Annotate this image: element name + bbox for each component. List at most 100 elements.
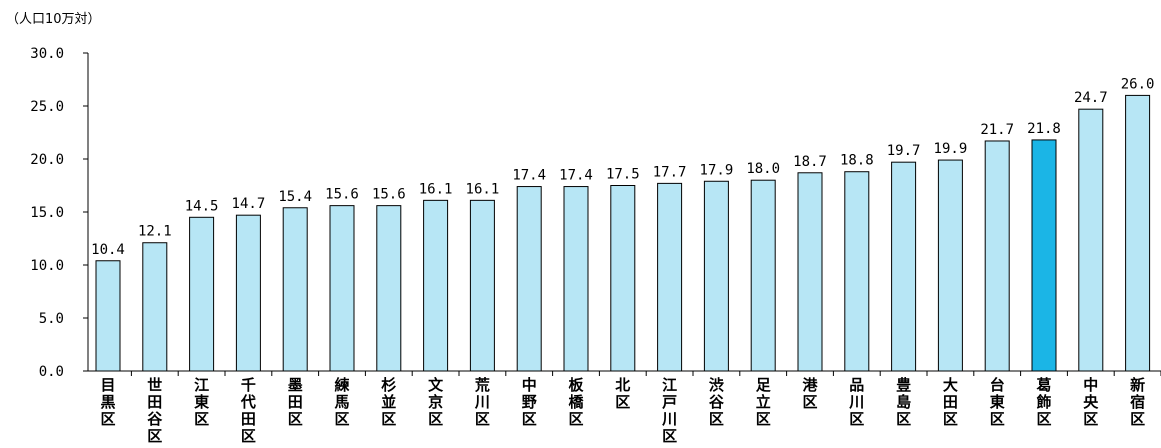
bar [376,205,402,372]
category-char: 港 [802,376,818,394]
category-char: 戸 [662,393,677,411]
data-label: 10.4 [91,242,125,258]
data-label: 21.8 [1027,121,1061,137]
category-char: 豊 [896,376,911,394]
category-label: 荒川区 [474,376,490,428]
category-char: 川 [848,393,864,411]
bar [235,214,261,372]
category-char: 新 [1130,376,1145,394]
category-char: 島 [896,393,911,411]
category-char: 東 [990,393,1005,411]
category-char: 墨 [288,376,303,394]
bar [1031,139,1057,372]
bar [329,205,355,372]
category-char: 野 [522,393,537,411]
category-char: 中 [1083,376,1098,394]
bar [142,242,168,372]
category-char: 代 [240,393,256,411]
data-label: 17.9 [700,162,734,178]
y-tick-label: 30.0 [30,46,64,62]
category-char: 馬 [334,393,349,411]
category-char: 渋 [709,376,724,394]
category-char: 葛 [1035,376,1051,394]
category-char: 区 [288,410,303,428]
category-char: 区 [428,410,443,428]
category-char: 区 [568,410,583,428]
category-char: 大 [943,376,958,394]
category-label: 港区 [802,376,818,411]
data-label: 19.7 [887,143,921,159]
category-char: 立 [756,393,771,411]
category-char: 区 [475,410,490,428]
data-label: 18.0 [746,161,780,177]
category-label: 品川区 [848,376,864,428]
category-label: 葛飾区 [1035,376,1051,428]
category-char: 区 [756,410,771,428]
category-char: 飾 [1036,393,1051,411]
data-label: 16.1 [419,181,453,197]
category-char: 川 [661,410,677,428]
category-char: 区 [1036,410,1051,428]
data-label: 18.7 [793,154,827,170]
category-label: 板橋区 [568,376,584,428]
category-char: 中 [522,376,537,394]
category-char: 区 [1083,410,1098,428]
category-char: 区 [522,410,537,428]
bar [563,186,589,372]
data-label: 15.6 [325,187,359,203]
category-char: 区 [381,410,396,428]
category-char: 世 [147,376,162,394]
category-label: 足立区 [756,376,772,428]
bar [750,179,776,372]
category-label: 文京区 [428,376,444,428]
category-char: 黒 [100,393,115,411]
data-label: 19.9 [934,141,968,157]
y-tick-label: 20.0 [30,152,64,168]
category-char: 区 [194,410,209,428]
category-char: 文 [428,376,444,394]
data-label: 24.7 [1074,90,1108,106]
category-char: 橋 [568,393,584,411]
category-label: 大田区 [943,376,958,428]
category-char: 央 [1083,393,1099,411]
category-char: 区 [896,410,911,428]
bar [189,216,215,372]
data-label: 17.7 [653,164,687,180]
data-label: 21.7 [980,122,1014,138]
category-char: 区 [709,410,724,428]
bar [282,207,308,372]
category-char: 区 [100,410,115,428]
data-label: 14.7 [232,196,266,212]
category-label: 中央区 [1083,376,1099,428]
category-char: 江 [662,376,677,394]
category-label: 豊島区 [896,376,911,428]
category-char: 区 [662,427,677,445]
bar [1078,108,1104,372]
category-char: 区 [990,410,1005,428]
category-char: 千 [241,376,256,394]
bar [797,172,823,372]
category-char: 並 [381,393,396,411]
y-tick-label: 5.0 [39,311,64,327]
category-char: 区 [849,410,864,428]
bar [937,159,963,372]
category-char: 京 [428,393,443,411]
y-tick-label: 10.0 [30,258,64,274]
bar [984,140,1010,372]
bar [469,199,495,372]
category-char: 台 [990,376,1005,394]
bar [891,161,917,372]
category-label: 江東区 [194,376,209,428]
category-label: 渋谷区 [709,376,725,428]
category-char: 練 [334,376,349,394]
category-char: 田 [943,393,958,411]
category-char: 品 [849,376,864,394]
category-label: 墨田区 [288,376,303,428]
category-char: 目 [100,376,115,394]
category-char: 田 [241,410,256,428]
category-label: 台東区 [990,376,1005,428]
category-label: 北区 [615,376,630,411]
